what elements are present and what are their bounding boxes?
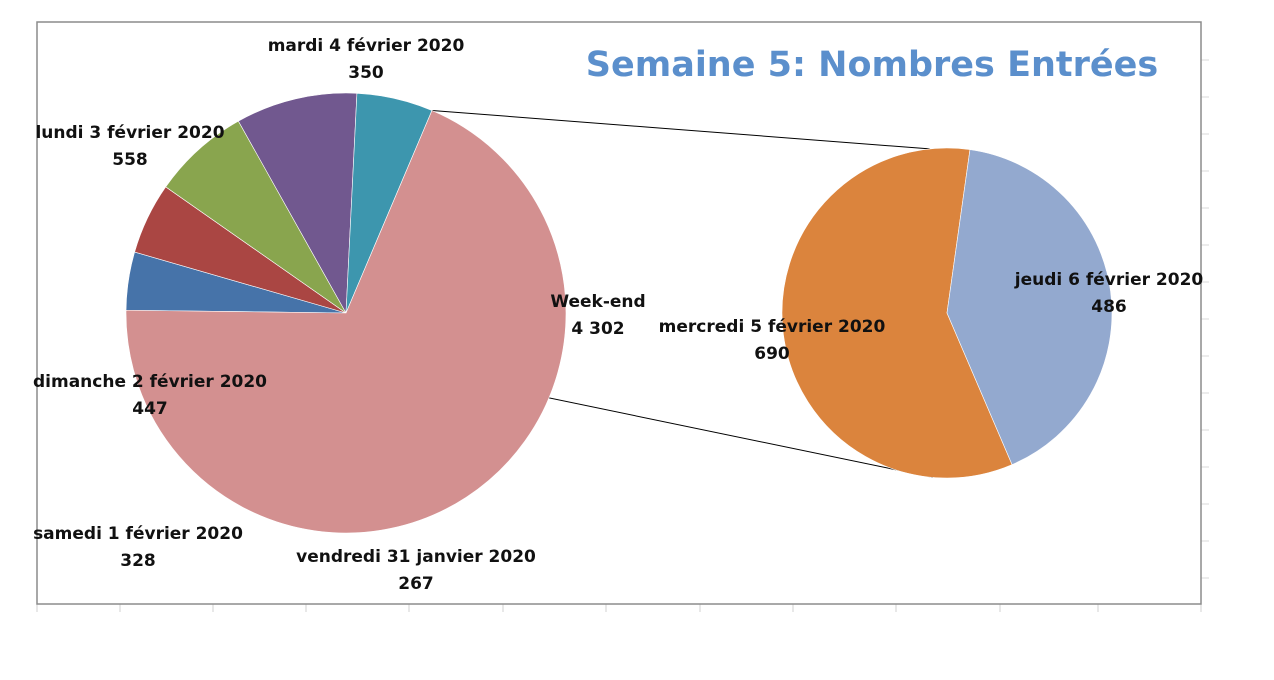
label-dimanche-2-f-vrier-2020: dimanche 2 février 2020 447: [33, 372, 267, 419]
label-value: 350: [348, 63, 384, 83]
label-value: 447: [132, 399, 168, 419]
label-mercredi-5-f-vrier-2020: mercredi 5 février 2020 690: [659, 317, 886, 364]
slice-lundi-3-f-vrier-2020: [237, 92, 358, 315]
chart-title: Semaine 5: Nombres Entrées: [586, 45, 1158, 85]
secondary-pie: [781, 147, 1113, 479]
label-category: vendredi 31 janvier 2020: [296, 547, 536, 567]
label-week-end: Week-end 4 302: [550, 292, 645, 339]
label-category: Week-end: [550, 292, 645, 312]
label-value: 267: [398, 574, 434, 594]
main-pie: [125, 92, 567, 534]
label-samedi-1-f-vrier-2020: samedi 1 février 2020 328: [33, 524, 243, 571]
label-vendredi-31-janvier-2020: vendredi 31 janvier 2020 267: [296, 547, 536, 594]
label-category: samedi 1 février 2020: [33, 524, 243, 544]
slice-mercredi-5-f-vrier-2020: [781, 147, 1013, 479]
label-mardi-4-f-vrier-2020: mardi 4 février 2020 350: [268, 36, 465, 83]
label-value: 690: [754, 344, 790, 364]
slice-week-end: [125, 110, 567, 534]
label-category: mercredi 5 février 2020: [659, 317, 886, 337]
label-category: jeudi 6 février 2020: [1014, 270, 1204, 290]
label-category: mardi 4 février 2020: [268, 36, 465, 56]
label-value: 558: [112, 150, 148, 170]
slice-jeudi-6-f-vrier-2020: [946, 149, 1113, 466]
label-value: 486: [1091, 297, 1127, 317]
label-category: dimanche 2 février 2020: [33, 372, 267, 392]
label-category: lundi 3 février 2020: [35, 123, 224, 143]
label-jeudi-6-f-vrier-2020: jeudi 6 février 2020 486: [1014, 270, 1204, 317]
label-lundi-3-f-vrier-2020: lundi 3 février 2020 558: [35, 123, 224, 170]
label-value: 328: [120, 551, 156, 571]
connector-line-top: [431, 109, 930, 150]
data-labels: vendredi 31 janvier 2020 267 samedi 1 févr…: [33, 36, 1203, 594]
gridlines: [36, 59, 1209, 612]
label-value: 4 302: [571, 319, 624, 339]
